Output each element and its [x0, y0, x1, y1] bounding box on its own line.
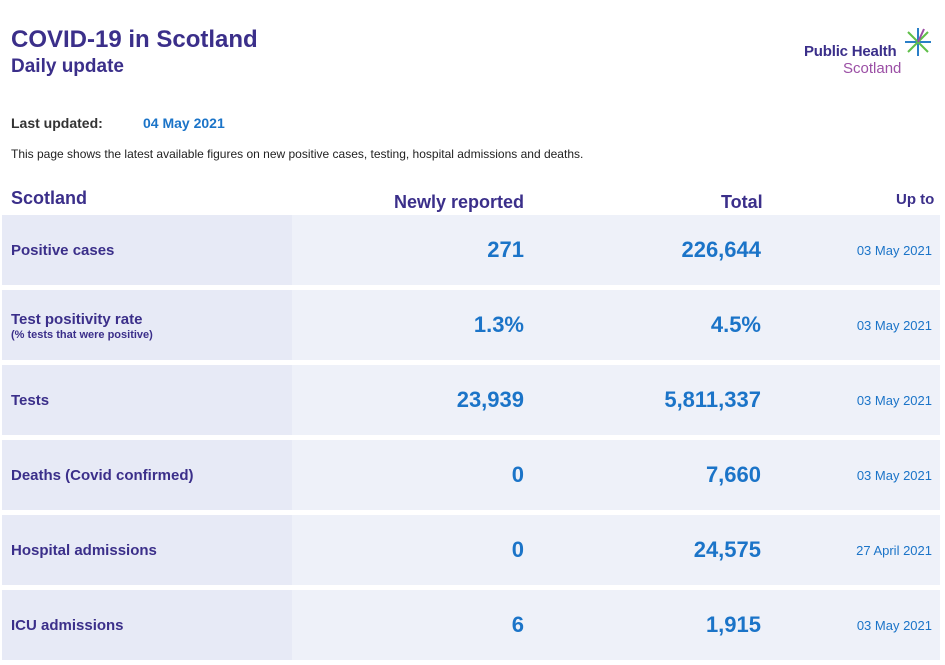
- row-label-cell: Hospital admissions: [2, 515, 292, 585]
- star-icon: [905, 28, 931, 56]
- page-title: COVID-19 in Scotland: [11, 26, 258, 53]
- table-row: Test positivity rate (% tests that were …: [2, 290, 940, 360]
- row-label-cell: Tests: [2, 365, 292, 435]
- last-updated-value: 04 May 2021: [143, 115, 225, 131]
- row-label: Deaths (Covid confirmed): [11, 467, 194, 484]
- logo-text-public-health: Public Health: [804, 43, 897, 60]
- total-value: 7,660: [705, 462, 761, 487]
- table-row: Deaths (Covid confirmed) 0 7,660 03 May …: [2, 440, 940, 510]
- up-to-date: 03 May 2021: [856, 393, 932, 408]
- header-up-to: Up to: [896, 191, 935, 208]
- newly-reported-value: 0: [511, 462, 524, 487]
- newly-reported-value: 23,939: [456, 387, 524, 412]
- public-health-scotland-logo: Public Health Scotland: [800, 26, 940, 82]
- up-to-date: 03 May 2021: [856, 618, 932, 633]
- up-to-date: 03 May 2021: [856, 243, 932, 258]
- last-updated-label: Last updated:: [11, 115, 103, 131]
- row-label: ICU admissions: [11, 617, 124, 634]
- table-row: Tests 23,939 5,811,337 03 May 2021: [2, 365, 940, 435]
- table-row: ICU admissions 6 1,915 03 May 2021: [2, 590, 940, 660]
- row-label: Positive cases: [11, 242, 115, 259]
- table-row: Positive cases 271 226,644 03 May 2021: [2, 215, 940, 285]
- newly-reported-value: 271: [487, 237, 524, 262]
- newly-reported-value: 6: [511, 612, 524, 637]
- header-region: Scotland: [11, 188, 88, 208]
- total-value: 226,644: [681, 237, 761, 262]
- stats-table: Positive cases 271 226,644 03 May 2021 T…: [0, 215, 945, 665]
- total-value: 5,811,337: [664, 387, 761, 412]
- page-subtitle: Daily update: [11, 56, 124, 77]
- total-value: 4.5%: [710, 312, 761, 337]
- newly-reported-value: 0: [511, 537, 524, 562]
- row-label: Tests: [11, 392, 50, 409]
- total-value: 1,915: [705, 612, 761, 637]
- row-sublabel: (% tests that were positive): [11, 329, 153, 341]
- intro-text: This page shows the latest available fig…: [11, 147, 584, 161]
- total-value: 24,575: [693, 537, 761, 562]
- header-newly-reported: Newly reported: [394, 192, 525, 212]
- row-label-cell: ICU admissions: [2, 590, 292, 660]
- up-to-date: 03 May 2021: [856, 318, 932, 333]
- row-label: Hospital admissions: [11, 542, 157, 559]
- row-label: Test positivity rate: [11, 311, 143, 328]
- row-label-cell: Positive cases: [2, 215, 292, 285]
- row-label-cell: Deaths (Covid confirmed): [2, 440, 292, 510]
- row-label-cell: Test positivity rate (% tests that were …: [2, 290, 292, 360]
- up-to-date: 27 April 2021: [856, 543, 932, 558]
- header-total: Total: [721, 192, 763, 212]
- table-row: Hospital admissions 0 24,575 27 April 20…: [2, 515, 940, 585]
- logo-text-scotland: Scotland: [843, 60, 902, 77]
- up-to-date: 03 May 2021: [856, 468, 932, 483]
- newly-reported-value: 1.3%: [473, 312, 524, 337]
